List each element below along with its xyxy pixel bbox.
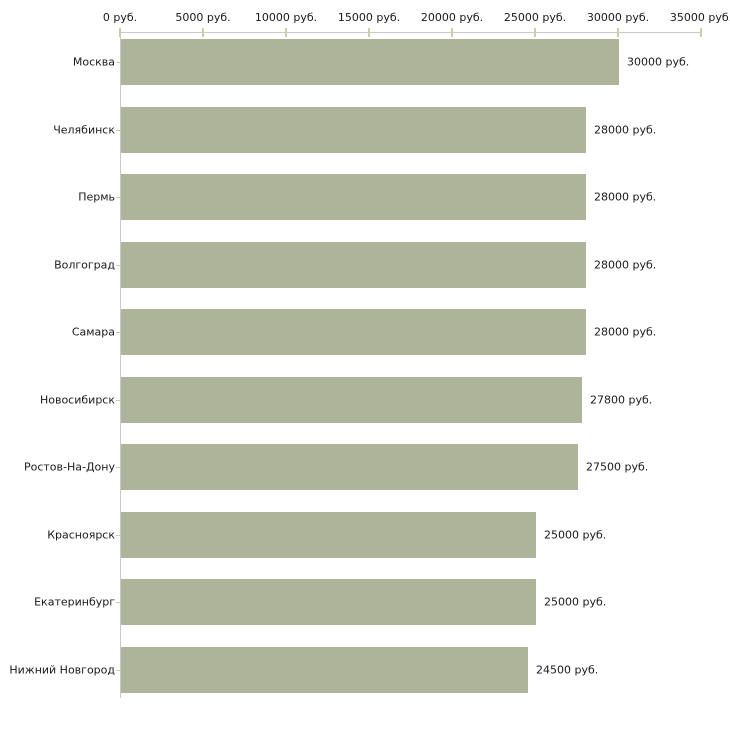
x-axis-tick-label: 5000 руб. — [175, 11, 231, 24]
value-label: 28000 руб. — [594, 190, 657, 204]
x-axis-tick-label: 35000 руб. — [669, 11, 730, 24]
category-tick — [116, 264, 123, 266]
bar — [121, 241, 586, 288]
category-label: Екатеринбург — [34, 595, 115, 609]
x-axis-line — [120, 32, 701, 33]
category-tick — [116, 332, 123, 333]
category-tick — [116, 467, 123, 468]
x-axis-tick — [534, 28, 536, 37]
x-axis-tick — [368, 28, 370, 37]
x-axis-tick — [617, 28, 619, 37]
category-tick — [116, 534, 123, 536]
value-label: 28000 руб. — [594, 325, 657, 339]
x-axis-tick-label: 30000 руб. — [586, 11, 650, 24]
category-label: Ростов-На-Дону — [23, 460, 115, 474]
category-label: Москва — [72, 55, 115, 69]
x-axis-tick-label: 15000 руб. — [337, 11, 401, 24]
x-axis-tick-label: 25000 руб. — [503, 11, 567, 24]
category-label: Волгоград — [54, 258, 115, 271]
x-axis-tick — [119, 28, 121, 37]
x-axis-tick — [285, 28, 287, 37]
category-tick — [116, 197, 123, 198]
category-label: Пермь — [78, 190, 115, 204]
category-tick — [116, 602, 123, 603]
value-label: 28000 руб. — [594, 123, 657, 136]
value-label: 25000 руб. — [544, 595, 607, 609]
bar — [121, 376, 582, 423]
category-label: Самара — [71, 325, 115, 339]
category-tick — [116, 399, 123, 401]
x-axis-tick-label: 10000 руб. — [254, 11, 318, 24]
bar — [121, 106, 586, 153]
value-label: 27500 руб. — [586, 460, 649, 474]
category-tick — [116, 669, 123, 671]
x-axis-tick — [700, 28, 702, 37]
category-label: Нижний Новгород — [9, 663, 115, 676]
value-label: 28000 руб. — [594, 258, 657, 271]
value-label: 30000 руб. — [627, 55, 690, 69]
bar — [121, 444, 578, 490]
category-tick — [116, 129, 123, 131]
value-label: 25000 руб. — [544, 528, 607, 541]
bar — [121, 646, 528, 693]
category-label: Челябинск — [53, 123, 115, 136]
y-axis-line — [120, 32, 121, 698]
x-axis-tick-label: 20000 руб. — [420, 11, 484, 24]
bar — [121, 39, 619, 85]
bar — [121, 309, 586, 355]
bar — [121, 511, 536, 558]
category-label: Красноярск — [47, 528, 115, 541]
value-label: 24500 руб. — [536, 663, 599, 676]
bar — [121, 579, 536, 625]
bar — [121, 174, 586, 220]
x-axis-tick — [202, 28, 204, 37]
category-label: Новосибирск — [39, 393, 115, 406]
x-axis-tick-label: 0 руб. — [102, 11, 138, 24]
value-label: 27800 руб. — [590, 393, 653, 406]
x-axis-tick — [451, 28, 453, 37]
category-tick — [116, 62, 123, 63]
